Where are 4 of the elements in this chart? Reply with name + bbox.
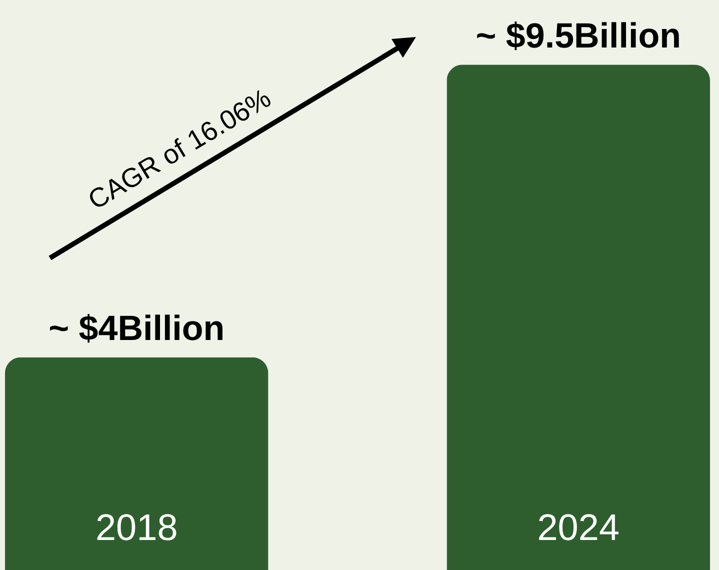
x-tick-label: 2018 — [95, 507, 178, 548]
data-label: ~ $9.5Billion — [476, 16, 681, 56]
data-label: ~ $4Billion — [48, 309, 225, 348]
x-tick-label: 2024 — [537, 507, 620, 548]
